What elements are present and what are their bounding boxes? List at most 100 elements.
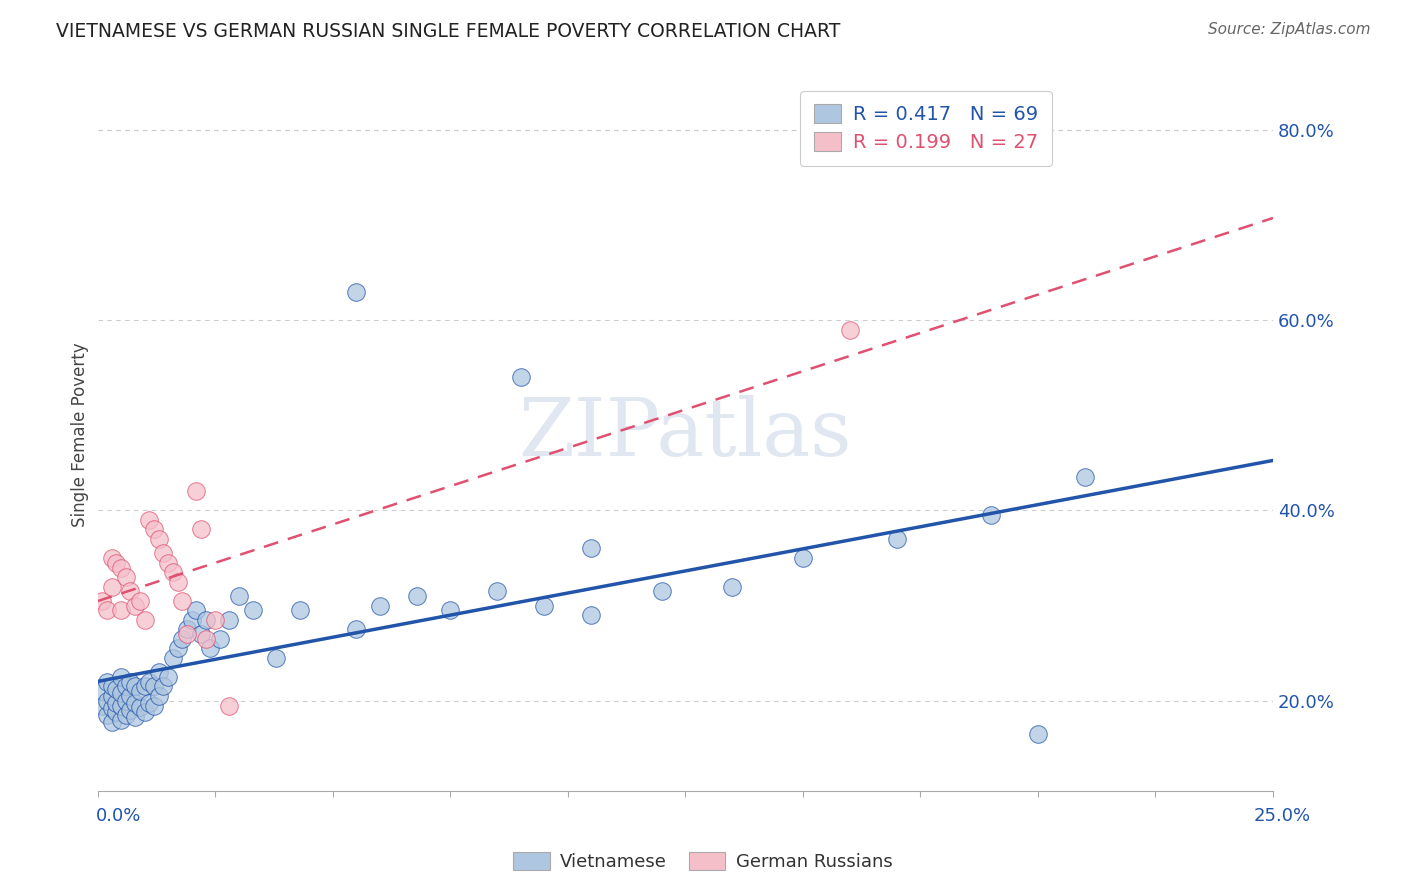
Point xyxy=(124,696,146,710)
Point xyxy=(91,684,114,698)
Point xyxy=(100,689,122,703)
Point xyxy=(368,599,391,613)
Point xyxy=(157,556,180,570)
Point xyxy=(114,708,136,723)
Text: VIETNAMESE VS GERMAN RUSSIAN SINGLE FEMALE POVERTY CORRELATION CHART: VIETNAMESE VS GERMAN RUSSIAN SINGLE FEMA… xyxy=(56,22,841,41)
Point xyxy=(134,705,156,719)
Point xyxy=(166,641,188,656)
Point xyxy=(100,714,122,729)
Point xyxy=(157,670,180,684)
Point xyxy=(242,603,264,617)
Point xyxy=(344,623,367,637)
Point xyxy=(486,584,509,599)
Point xyxy=(176,627,198,641)
Point xyxy=(148,665,170,680)
Point xyxy=(110,713,132,727)
Point xyxy=(1026,727,1049,741)
Point xyxy=(114,680,136,694)
Point xyxy=(186,484,208,499)
Point xyxy=(152,546,174,560)
Point xyxy=(838,323,860,337)
Point xyxy=(110,670,132,684)
Point xyxy=(172,632,194,646)
Point xyxy=(120,689,142,703)
Point xyxy=(204,613,226,627)
Point xyxy=(114,694,136,708)
Point xyxy=(96,674,118,689)
Point xyxy=(172,594,194,608)
Text: 0.0%: 0.0% xyxy=(96,807,141,825)
Text: 25.0%: 25.0% xyxy=(1253,807,1310,825)
Point xyxy=(344,285,367,299)
Point xyxy=(162,566,184,580)
Point xyxy=(100,580,122,594)
Legend: Vietnamese, German Russians: Vietnamese, German Russians xyxy=(506,846,900,879)
Point xyxy=(651,584,673,599)
Point xyxy=(218,698,240,713)
Point xyxy=(533,599,555,613)
Point xyxy=(218,613,240,627)
Point xyxy=(176,623,198,637)
Point xyxy=(114,570,136,584)
Point xyxy=(509,370,531,384)
Point xyxy=(120,674,142,689)
Point xyxy=(406,589,429,603)
Point xyxy=(100,551,122,566)
Y-axis label: Single Female Poverty: Single Female Poverty xyxy=(72,342,89,526)
Point xyxy=(124,710,146,724)
Point xyxy=(100,701,122,715)
Point xyxy=(886,532,908,546)
Text: ZIPatlas: ZIPatlas xyxy=(519,395,852,474)
Point xyxy=(96,603,118,617)
Point xyxy=(143,680,166,694)
Point xyxy=(264,651,287,665)
Point xyxy=(190,627,212,641)
Point xyxy=(581,541,603,556)
Point xyxy=(288,603,311,617)
Point xyxy=(100,680,122,694)
Point xyxy=(152,680,174,694)
Point xyxy=(194,632,217,646)
Point xyxy=(134,613,156,627)
Point xyxy=(110,560,132,574)
Point xyxy=(105,705,128,719)
Point xyxy=(124,599,146,613)
Point xyxy=(200,641,222,656)
Point xyxy=(162,651,184,665)
Point xyxy=(143,523,166,537)
Point xyxy=(721,580,744,594)
Point xyxy=(186,603,208,617)
Point xyxy=(148,532,170,546)
Point xyxy=(128,700,150,714)
Point xyxy=(120,703,142,717)
Text: Source: ZipAtlas.com: Source: ZipAtlas.com xyxy=(1208,22,1371,37)
Point xyxy=(581,608,603,623)
Point xyxy=(91,594,114,608)
Point xyxy=(128,594,150,608)
Point xyxy=(792,551,814,566)
Point xyxy=(96,694,118,708)
Point xyxy=(110,686,132,700)
Point xyxy=(439,603,461,617)
Point xyxy=(105,682,128,697)
Point xyxy=(128,684,150,698)
Point xyxy=(138,696,160,710)
Point xyxy=(105,696,128,710)
Point xyxy=(138,513,160,527)
Point xyxy=(208,632,231,646)
Point xyxy=(110,603,132,617)
Point xyxy=(980,508,1002,523)
Point xyxy=(228,589,250,603)
Legend: R = 0.417   N = 69, R = 0.199   N = 27: R = 0.417 N = 69, R = 0.199 N = 27 xyxy=(800,91,1052,166)
Point xyxy=(166,574,188,589)
Point xyxy=(96,708,118,723)
Point xyxy=(124,680,146,694)
Point xyxy=(194,613,217,627)
Point xyxy=(138,674,160,689)
Point xyxy=(105,556,128,570)
Point xyxy=(91,698,114,713)
Point xyxy=(120,584,142,599)
Point xyxy=(143,698,166,713)
Point xyxy=(110,698,132,713)
Point xyxy=(134,680,156,694)
